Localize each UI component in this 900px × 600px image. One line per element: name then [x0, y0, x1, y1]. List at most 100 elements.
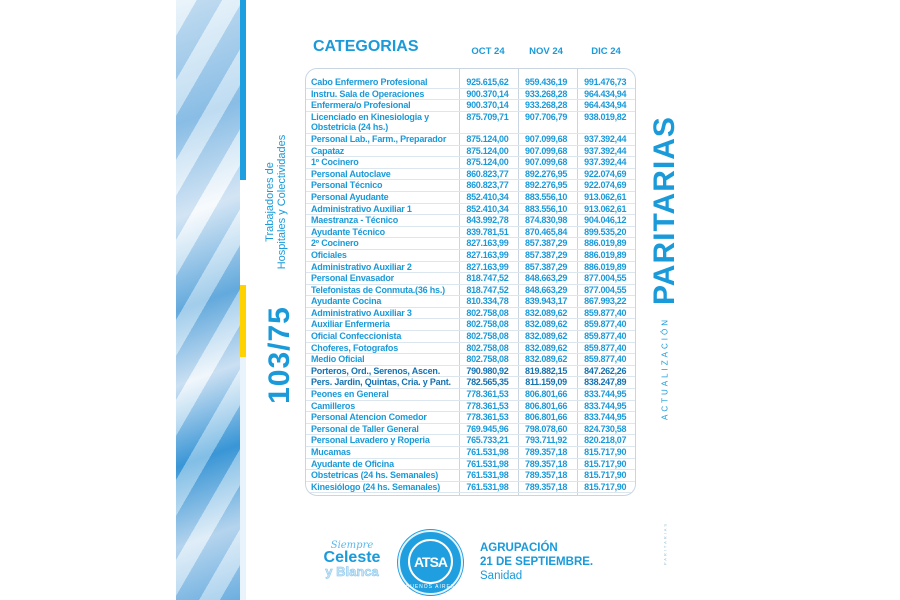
subtitle-line-1: Trabajadores de — [264, 162, 276, 242]
table-row: Ayudante Cocina 810.334,78 839.943,17 867.9… — [306, 296, 635, 308]
seal-text: ATSA — [408, 539, 453, 584]
category-cell: Peones en General — [311, 389, 389, 400]
salary-cell: 859.877,40 — [584, 331, 627, 342]
accent-bar-yellow — [240, 285, 246, 357]
logo-line-1: Siempre — [330, 540, 374, 551]
table-row: Pers. Jardin, Quintas, Cria. y Pant. 782.… — [306, 377, 635, 390]
salary-cell: 892.276,95 — [525, 168, 568, 179]
table-row: Obstetricas (24 hs. Semanales) 761.531,98… — [306, 470, 635, 482]
salary-cell: 848.663,29 — [525, 284, 568, 295]
salary-cell: 899.535,20 — [584, 226, 627, 237]
table-row: Oficial Confeccionista 802.758,08 832.089,… — [306, 331, 635, 343]
table-row: Obstetricia (24 hs.) — [306, 122, 635, 134]
salary-cell: 833.744,95 — [584, 389, 627, 400]
org-line-3: Sanidad — [480, 570, 523, 582]
column-divider — [518, 69, 519, 495]
category-cell: Enfermera/o Profesional — [311, 100, 411, 111]
category-cell: Oficiales — [311, 249, 347, 260]
category-cell: Personal Ayudante — [311, 191, 389, 202]
salary-cell: 793.711,92 — [525, 435, 567, 446]
salary-cell: 810.334,78 — [466, 296, 509, 307]
salary-cell: 802.758,08 — [466, 342, 509, 353]
salary-cell: 789.357,18 — [525, 470, 568, 481]
salary-cell: 859.877,40 — [584, 342, 627, 353]
category-cell: Personal Técnico — [311, 180, 383, 191]
category-cell: Mucamas — [311, 447, 351, 457]
salary-cell: 761.531,98 — [466, 470, 509, 481]
header-oct: OCT 24 — [471, 46, 505, 57]
table-row: Instru. Sala de Operaciones 900.370,14 933… — [306, 89, 635, 101]
salary-cell: 824.730,58 — [584, 423, 627, 434]
table-row: Oficiales 827.163,99 857.387,29 886.019,89 — [306, 250, 635, 262]
category-cell: Ayudante Cocina — [311, 296, 382, 307]
table-row: Cabo Enfermero Profesional 925.615,62 959.… — [306, 77, 635, 89]
salary-cell: 839.781,51 — [466, 226, 509, 237]
salary-cell: 802.758,08 — [466, 307, 509, 318]
salary-cell: 761.531,98 — [466, 481, 509, 492]
salary-cell: 933.268,28 — [525, 100, 568, 111]
tiny-label: PARITARIAS — [662, 521, 668, 566]
salary-cell: 892.276,95 — [525, 180, 568, 191]
salary-cell: 802.758,08 — [466, 319, 509, 330]
salary-cell: 832.089,62 — [525, 319, 568, 330]
salary-cell: 907.706,79 — [525, 111, 568, 122]
salary-cell — [517, 122, 576, 133]
table-row: Enfermera/o Profesional 900.370,14 933.268… — [306, 100, 635, 112]
salary-cell: 875.709,71 — [466, 111, 509, 122]
table-row: Medio Oficial 802.758,08 832.089,62 859.877… — [306, 354, 635, 366]
header-dic: DIC 24 — [591, 46, 621, 57]
salary-cell: 761.531,98 — [466, 458, 509, 469]
salary-cell: 925.615,62 — [466, 77, 509, 87]
salary-cell: 852.410,34 — [466, 191, 509, 202]
salary-cell: 933.268,28 — [525, 88, 568, 99]
category-cell: 1º Cocinero — [311, 157, 359, 168]
salary-cell — [458, 122, 517, 133]
salary-cell: 818.747,52 — [466, 284, 509, 295]
salary-cell: 789.357,18 — [525, 458, 568, 469]
column-divider — [459, 69, 460, 495]
table-row: Personal Atencion Comedor 778.361,53 806.8… — [306, 412, 635, 424]
accent-bar-light — [240, 357, 246, 600]
salary-cell: 832.089,62 — [525, 354, 568, 365]
agreement-number: 103/75 — [263, 306, 296, 404]
salary-cell: 938.019,82 — [584, 111, 627, 122]
table-row: Personal Lab., Farm., Preparador 875.124,… — [306, 134, 635, 146]
table-row: Licenciado en Kinesiologia y 875.709,71 90… — [306, 112, 635, 123]
category-cell: Ayudante de Oficina — [311, 458, 394, 469]
salary-cell: 815.717,90 — [584, 458, 627, 469]
seal-ring-text: BUENOS AIRES — [405, 584, 456, 590]
salary-cell: 857.387,29 — [525, 249, 568, 260]
table-row: Porteros, Ord., Serenos, Ascen. 790.980,9… — [306, 366, 635, 378]
salary-cell: 765.733,21 — [466, 435, 509, 446]
header-nov: NOV 24 — [529, 46, 563, 57]
salary-cell: 913.062,61 — [584, 203, 627, 214]
salary-cell: 820.218,07 — [584, 435, 627, 446]
flags-photo — [176, 0, 240, 600]
category-cell: Medio Oficial — [311, 354, 365, 365]
table-row: Kinesiólogo (24 hs. Semanales) 761.531,98… — [306, 482, 635, 494]
salary-cell: 798.078,60 — [525, 423, 568, 434]
paritarias-title: PARITARIAS — [648, 116, 681, 305]
category-cell: Auxiliar Enfermeria — [311, 319, 390, 330]
salary-cell: 991.476,73 — [584, 77, 627, 87]
salary-cell: 815.717,90 — [584, 447, 627, 457]
salary-cell: 907.099,68 — [525, 133, 568, 144]
salary-cell: 778.361,53 — [466, 389, 509, 400]
category-cell: Capataz — [311, 145, 345, 156]
table-row: Capataz 875.124,00 907.099,68 937.392,44 — [306, 146, 635, 158]
salary-cell: 860.823,77 — [466, 180, 509, 191]
salary-cell: 827.163,99 — [466, 261, 509, 272]
table-rows: Cabo Enfermero Profesional 925.615,62 959.… — [306, 77, 635, 494]
category-cell: Obstetricas (24 hs. Semanales) — [311, 470, 439, 481]
table-row: Personal Autoclave 860.823,77 892.276,95 92… — [306, 169, 635, 181]
salary-cell: 875.124,00 — [466, 157, 509, 168]
salary-table: Cabo Enfermero Profesional 925.615,62 959.… — [305, 68, 636, 496]
salary-cell: 778.361,53 — [466, 412, 509, 423]
category-cell: Administrativo Auxiliar 3 — [311, 307, 412, 318]
category-cell: Personal Lab., Farm., Preparador — [311, 133, 447, 144]
table-row: Personal Ayudante 852.410,34 883.556,10 913… — [306, 192, 635, 204]
organization-block: AGRUPACIÓN 21 DE SEPTIEMBRE. Sanidad — [480, 541, 593, 583]
salary-cell: 886.019,89 — [584, 261, 627, 272]
salary-cell: 877.004,55 — [584, 284, 627, 295]
salary-cell: 937.392,44 — [584, 157, 627, 168]
